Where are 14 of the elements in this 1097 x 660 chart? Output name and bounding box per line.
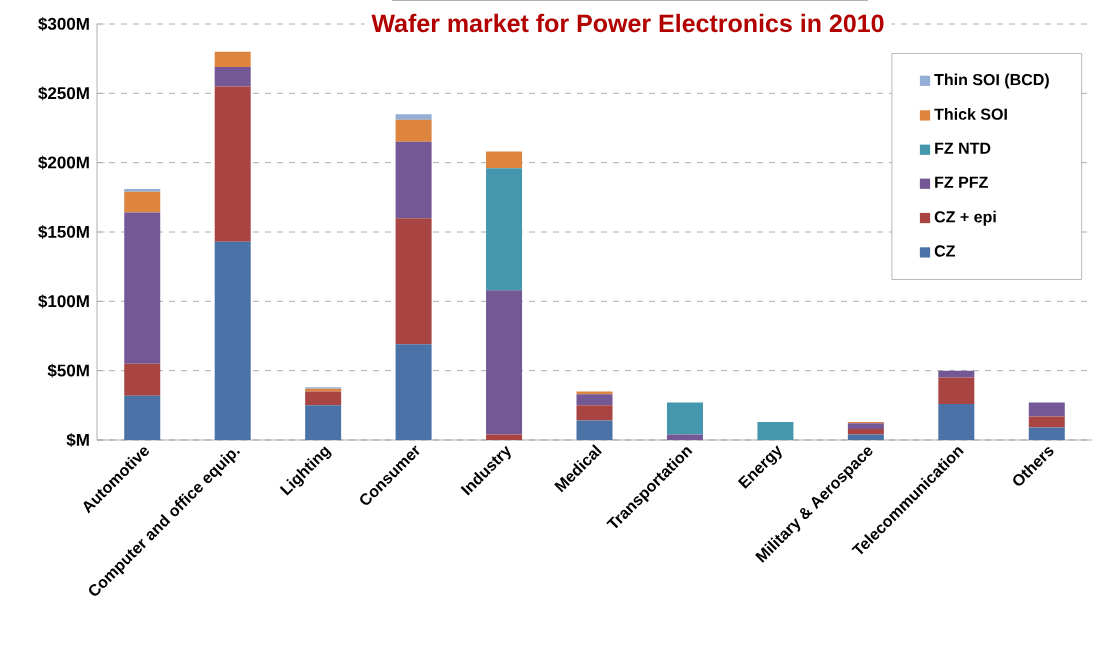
legend-label: FZ PFZ	[935, 176, 988, 188]
legend-label: Thin SOI (BCD)	[934, 73, 1049, 89]
legend-label: CZ + epi	[934, 210, 996, 226]
y-tick-label: $150M	[38, 225, 89, 239]
y-tick-label: $100M	[38, 294, 89, 309]
legend-label: Thick SOI	[934, 108, 1007, 120]
y-tick-label: $300M	[38, 17, 89, 31]
y-tick-label: $200M	[38, 155, 89, 170]
chart-title: Wafer market for Power Electronics in 2010	[371, 13, 884, 33]
y-tick-label: $50M	[47, 363, 89, 378]
y-tick-label: $M	[66, 433, 89, 447]
legend-label: CZ	[934, 245, 955, 257]
y-tick-label: $250M	[38, 86, 89, 101]
legend-label: FZ NTD	[935, 142, 991, 154]
